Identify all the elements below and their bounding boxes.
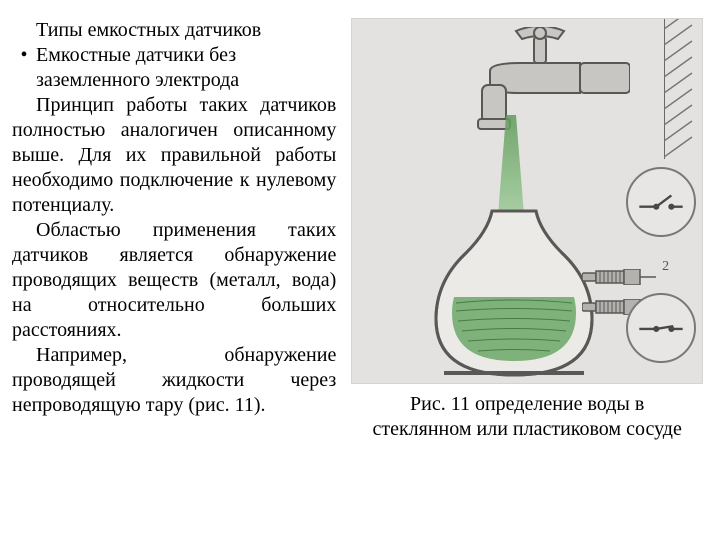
- bullet-text-line1: Емкостные датчики без: [36, 43, 336, 68]
- section-heading: Типы емкостных датчиков: [12, 18, 336, 43]
- paragraph-1: Принцип работы таких датчиков полностью …: [12, 93, 336, 218]
- flask-icon: [434, 209, 594, 377]
- sensor-2-icon: [582, 269, 656, 285]
- figure-caption: Рис. 11 определение воды в стеклянном ил…: [362, 392, 692, 442]
- switch-closed-icon: [626, 293, 696, 363]
- slide-root: Типы емкостных датчиков • Емкостные датч…: [0, 0, 720, 540]
- figure-column: 1 2: [346, 18, 708, 540]
- bullet-item: • Емкостные датчики без: [12, 43, 336, 68]
- bullet-marker: •: [12, 43, 36, 68]
- paragraph-2: Областью применения таких датчиков являе…: [12, 218, 336, 343]
- wall-icon: [664, 19, 702, 159]
- text-column: Типы емкостных датчиков • Емкостные датч…: [12, 18, 346, 540]
- bullet-text-line2: заземленного электрода: [12, 68, 336, 93]
- sensor-2-label: 2: [662, 259, 669, 275]
- switch-open-icon: [626, 167, 696, 237]
- paragraph-3: Например, обнаружение проводящей жидкост…: [12, 343, 336, 418]
- figure-11: 1 2: [351, 18, 703, 384]
